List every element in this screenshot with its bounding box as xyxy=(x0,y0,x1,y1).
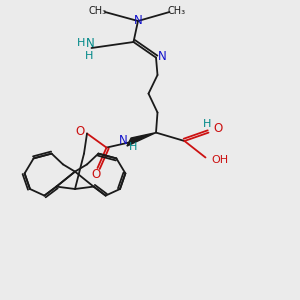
Text: CH₃: CH₃ xyxy=(88,5,106,16)
Text: N: N xyxy=(85,37,94,50)
Text: N: N xyxy=(118,134,127,147)
Text: H: H xyxy=(129,142,138,152)
Text: N: N xyxy=(158,50,166,63)
Text: H: H xyxy=(77,38,85,49)
Text: N: N xyxy=(134,14,142,28)
Text: CH₃: CH₃ xyxy=(168,5,186,16)
Text: O: O xyxy=(213,122,222,135)
Text: H: H xyxy=(85,50,93,61)
Text: O: O xyxy=(92,167,100,181)
Text: O: O xyxy=(76,124,85,138)
Polygon shape xyxy=(127,133,156,146)
Text: H: H xyxy=(203,118,211,129)
Text: OH: OH xyxy=(211,155,228,165)
